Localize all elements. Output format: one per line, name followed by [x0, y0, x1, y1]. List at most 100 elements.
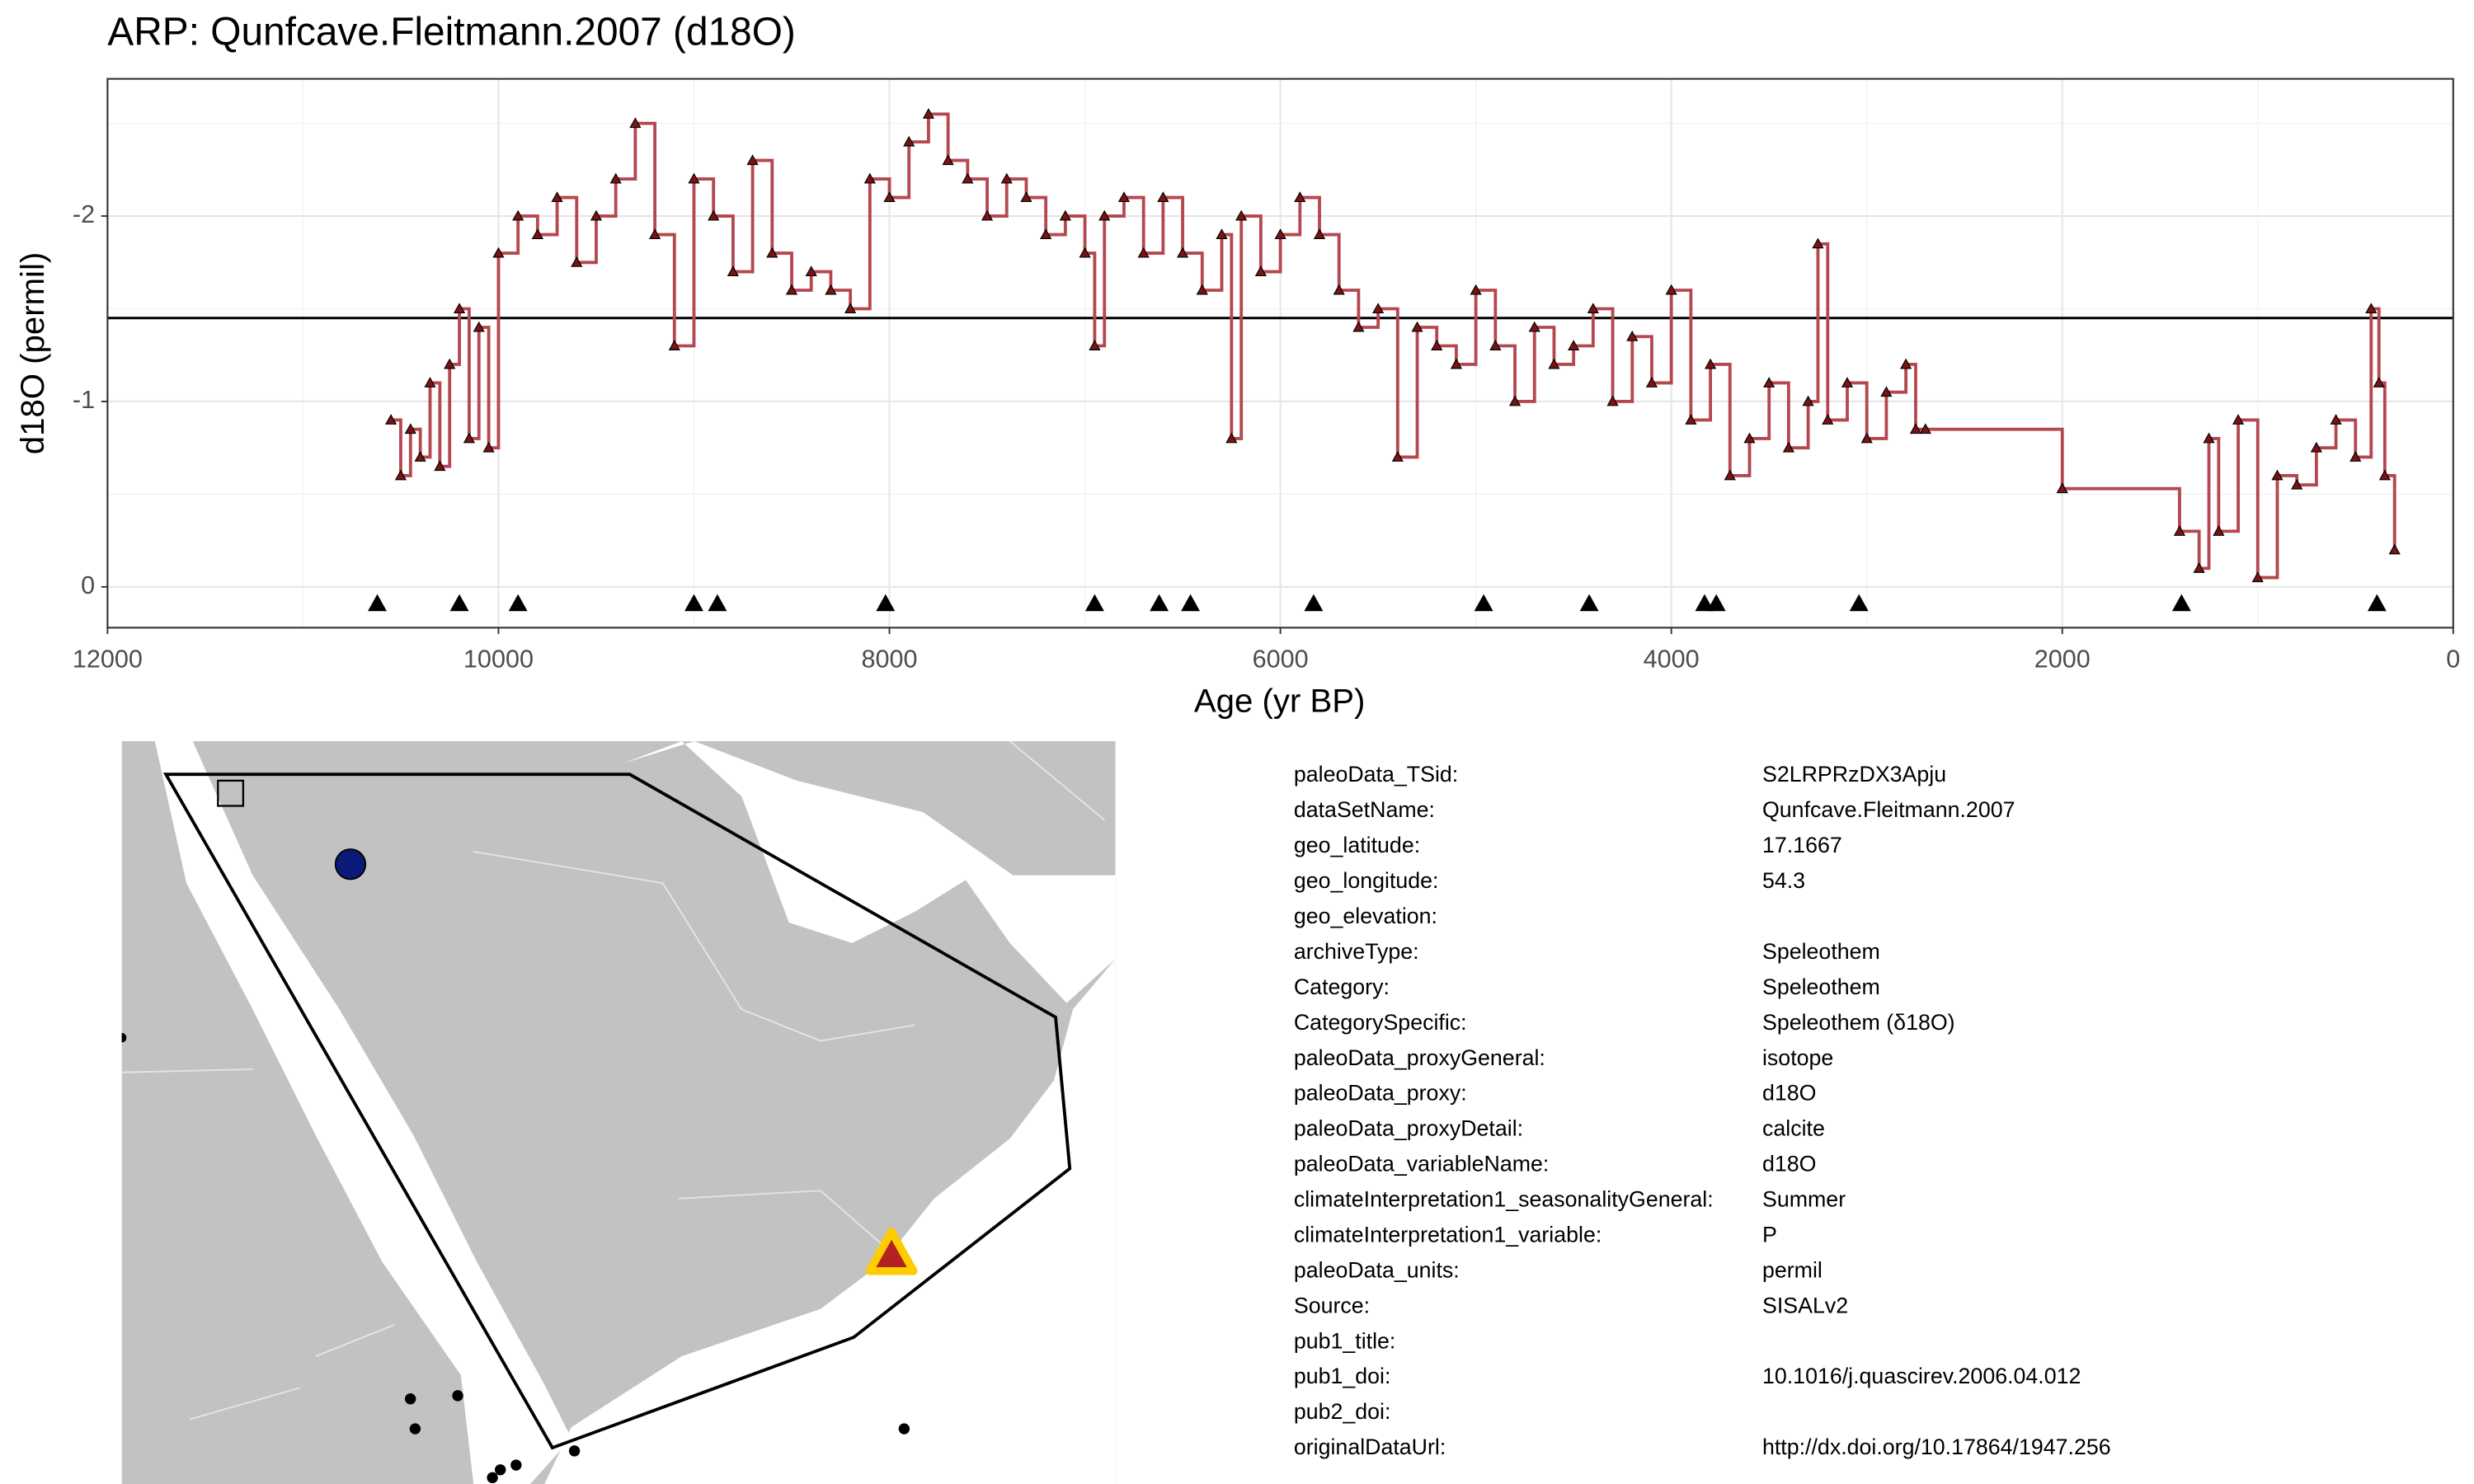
data-point — [1235, 209, 1248, 221]
step-segment — [928, 112, 950, 161]
x-tick-label: 0 — [2446, 646, 2460, 674]
x-tick-label: 8000 — [862, 646, 918, 674]
step-segment — [811, 270, 833, 291]
step-segment — [1300, 195, 1321, 235]
meta-value: Speleothem — [1762, 939, 1880, 964]
data-point — [1391, 451, 1404, 462]
data-point — [2193, 562, 2205, 573]
step-segment — [1475, 289, 1498, 346]
step-segment — [1534, 326, 1556, 364]
data-point — [962, 172, 974, 184]
data-point — [531, 228, 543, 240]
step-segment — [1006, 177, 1028, 198]
data-point — [863, 172, 876, 184]
data-point — [981, 209, 994, 221]
data-point — [473, 321, 485, 332]
step-segment — [772, 251, 793, 291]
data-point — [512, 209, 524, 221]
step-segment — [987, 179, 1009, 218]
step-segment — [1710, 363, 1732, 476]
step-segment — [1163, 195, 1184, 254]
meta-value: d18O — [1762, 1081, 1816, 1106]
data-point — [2291, 478, 2303, 490]
data-point — [1372, 303, 1385, 313]
meta-value: S2LRPRzDX3Apju — [1762, 762, 1946, 787]
meta-key: CategorySpecific: — [1294, 1010, 1467, 1035]
step-segment — [1827, 383, 1849, 422]
step-segment — [713, 214, 735, 272]
step-segment — [1495, 344, 1517, 402]
data-point — [2251, 571, 2264, 583]
data-point — [1587, 303, 1599, 313]
data-point — [1079, 247, 1091, 258]
data-point — [1431, 340, 1443, 350]
x-tick-label: 2000 — [2034, 646, 2091, 674]
data-point — [394, 469, 407, 481]
site-square — [217, 779, 245, 807]
step-segment — [1241, 214, 1263, 272]
meta-value: 10.1016/j.quascirev.2006.04.012 — [1762, 1364, 2081, 1388]
data-point — [2310, 441, 2322, 453]
persian-gulf — [623, 741, 1116, 1003]
step-segment — [967, 177, 989, 217]
meta-value: Speleothem — [1762, 974, 1880, 999]
step-segment — [1612, 336, 1634, 403]
data-point — [2173, 525, 2186, 536]
step-segment — [1749, 383, 1771, 440]
step-segment — [1280, 197, 1302, 237]
data-point — [1294, 191, 1306, 203]
chron-marker — [1849, 594, 1869, 612]
data-point — [1822, 414, 1834, 425]
data-point — [1743, 432, 1756, 444]
data-point — [444, 358, 456, 369]
data-point — [2056, 482, 2068, 494]
data-point — [1812, 237, 1824, 249]
meta-value: Speleothem (δ18O) — [1762, 1010, 1955, 1035]
data-point — [1117, 191, 1131, 203]
data-point — [434, 460, 446, 472]
step-segment — [732, 160, 755, 274]
step-segment — [2316, 420, 2338, 450]
y-tick-label: 0 — [81, 571, 95, 599]
step-segment — [2257, 475, 2279, 580]
step-segment — [1886, 364, 1908, 394]
data-point — [1098, 209, 1111, 221]
meta-value: isotope — [1762, 1045, 1833, 1070]
data-point — [453, 303, 466, 313]
meta-key: paleoData_proxyDetail: — [1294, 1116, 1523, 1141]
data-point — [1216, 228, 1228, 240]
chron-marker — [2171, 594, 2191, 612]
step-segment — [948, 158, 970, 180]
chron-marker — [1474, 594, 1493, 612]
meta-value: 54.3 — [1762, 868, 1805, 893]
step-segment — [850, 179, 872, 311]
data-point — [2373, 377, 2385, 387]
data-point — [1508, 395, 1522, 406]
data-point — [492, 247, 505, 258]
step-segment — [694, 177, 716, 217]
data-point — [1089, 340, 1101, 350]
data-point — [463, 432, 476, 444]
step-segment — [518, 214, 539, 235]
meta-key: geo_elevation: — [1294, 904, 1437, 928]
data-point — [629, 117, 642, 129]
step-segment — [909, 114, 930, 144]
data-point — [2232, 414, 2245, 425]
meta-key: paleoData_proxy: — [1294, 1081, 1467, 1106]
data-point — [1860, 432, 1873, 444]
data-point — [1880, 386, 1893, 397]
data-point — [805, 265, 817, 276]
data-point — [1225, 432, 1238, 444]
step-segment — [1515, 326, 1536, 403]
data-point — [1919, 423, 1931, 434]
step-segment — [2218, 420, 2240, 533]
step-segment — [1847, 381, 1869, 439]
data-point — [2213, 525, 2225, 536]
step-segment — [1592, 307, 1615, 402]
data-point — [1352, 321, 1365, 332]
y-axis-title: d18O (permil) — [14, 252, 51, 454]
meta-key: paleoData_units: — [1294, 1257, 1460, 1282]
region-outline — [162, 773, 1072, 1450]
step-segment — [1202, 234, 1224, 292]
